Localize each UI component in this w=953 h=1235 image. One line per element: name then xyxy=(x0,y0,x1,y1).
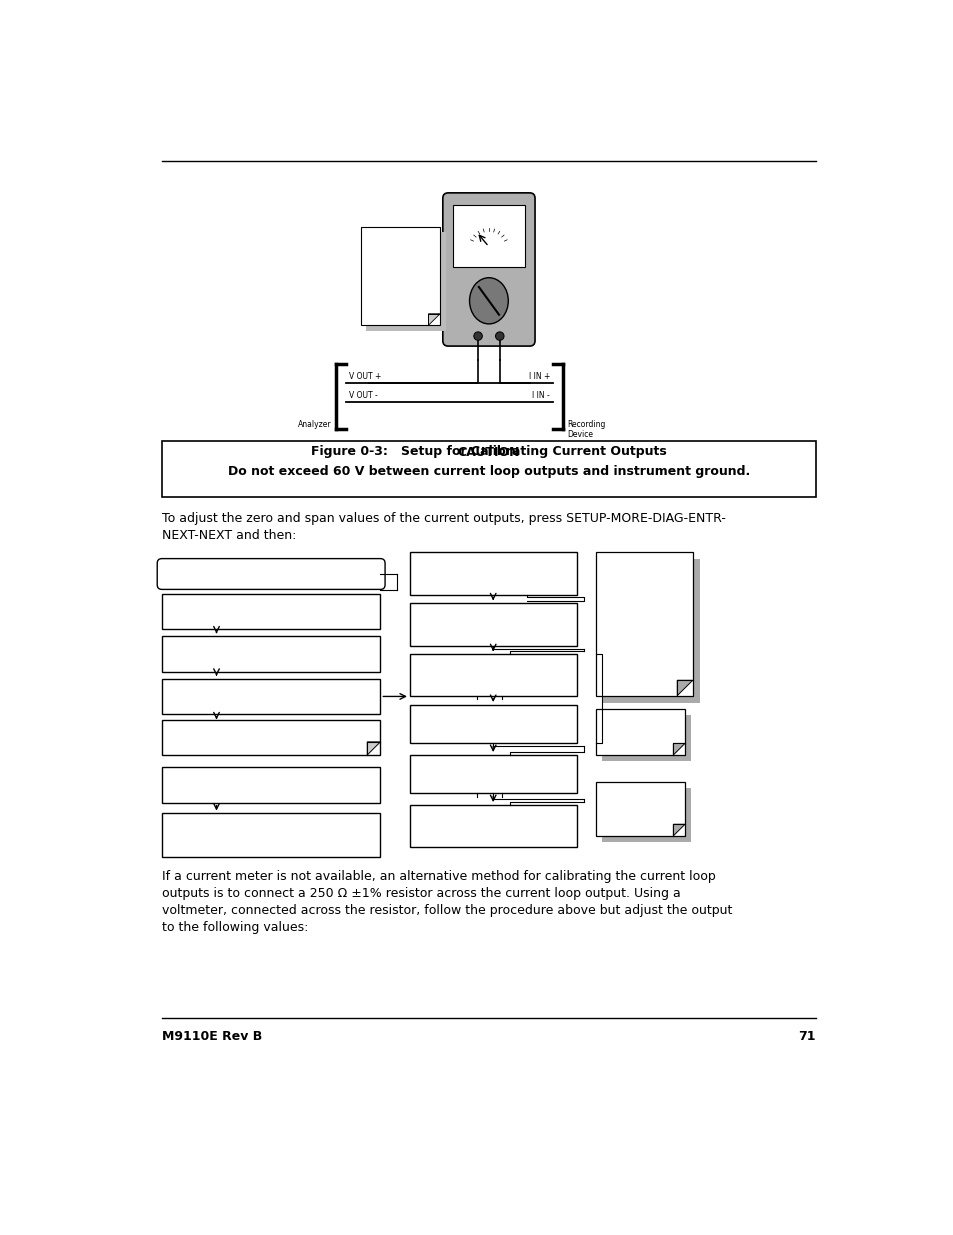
Bar xyxy=(410,603,576,646)
Circle shape xyxy=(495,332,503,341)
Bar xyxy=(162,679,380,714)
FancyBboxPatch shape xyxy=(442,193,535,346)
Text: I IN -: I IN - xyxy=(532,391,550,400)
Bar xyxy=(410,655,576,695)
Bar xyxy=(410,705,576,743)
Bar xyxy=(162,814,380,857)
Bar xyxy=(162,720,380,755)
Polygon shape xyxy=(677,680,692,695)
Bar xyxy=(410,755,576,793)
Polygon shape xyxy=(673,743,684,755)
Text: Do not exceed 60 V between current loop outputs and instrument ground.: Do not exceed 60 V between current loop … xyxy=(228,466,749,478)
Text: Analyzer: Analyzer xyxy=(297,420,332,429)
Polygon shape xyxy=(428,314,439,325)
Bar xyxy=(596,552,692,695)
Bar xyxy=(602,558,699,703)
Bar xyxy=(596,782,684,836)
Text: I IN +: I IN + xyxy=(528,372,550,380)
Text: CAUTION: CAUTION xyxy=(457,446,519,459)
Bar xyxy=(410,805,576,847)
Bar xyxy=(601,715,691,761)
Bar xyxy=(453,205,524,267)
Text: V OUT +: V OUT + xyxy=(348,372,380,380)
Text: To adjust the zero and span values of the current outputs, press SETUP-MORE-DIAG: To adjust the zero and span values of th… xyxy=(162,511,725,542)
Bar xyxy=(366,232,445,331)
Text: V OUT -: V OUT - xyxy=(348,391,377,400)
Bar xyxy=(162,636,380,672)
Bar xyxy=(410,552,576,595)
Text: 71: 71 xyxy=(798,1030,815,1042)
Ellipse shape xyxy=(469,278,508,324)
Bar xyxy=(596,709,684,755)
Text: Figure 0-3:   Setup for Calibrating Current Outputs: Figure 0-3: Setup for Calibrating Curren… xyxy=(311,445,666,458)
Bar xyxy=(162,594,380,630)
Bar xyxy=(360,227,439,325)
Bar xyxy=(601,788,691,842)
Text: Recording
Device: Recording Device xyxy=(567,420,605,440)
Polygon shape xyxy=(673,824,684,836)
FancyBboxPatch shape xyxy=(157,558,385,589)
Bar xyxy=(162,767,380,803)
Bar xyxy=(162,441,815,496)
Polygon shape xyxy=(367,742,380,755)
Circle shape xyxy=(474,332,482,341)
Text: M9110E Rev B: M9110E Rev B xyxy=(162,1030,262,1042)
Text: If a current meter is not available, an alternative method for calibrating the c: If a current meter is not available, an … xyxy=(162,869,732,934)
